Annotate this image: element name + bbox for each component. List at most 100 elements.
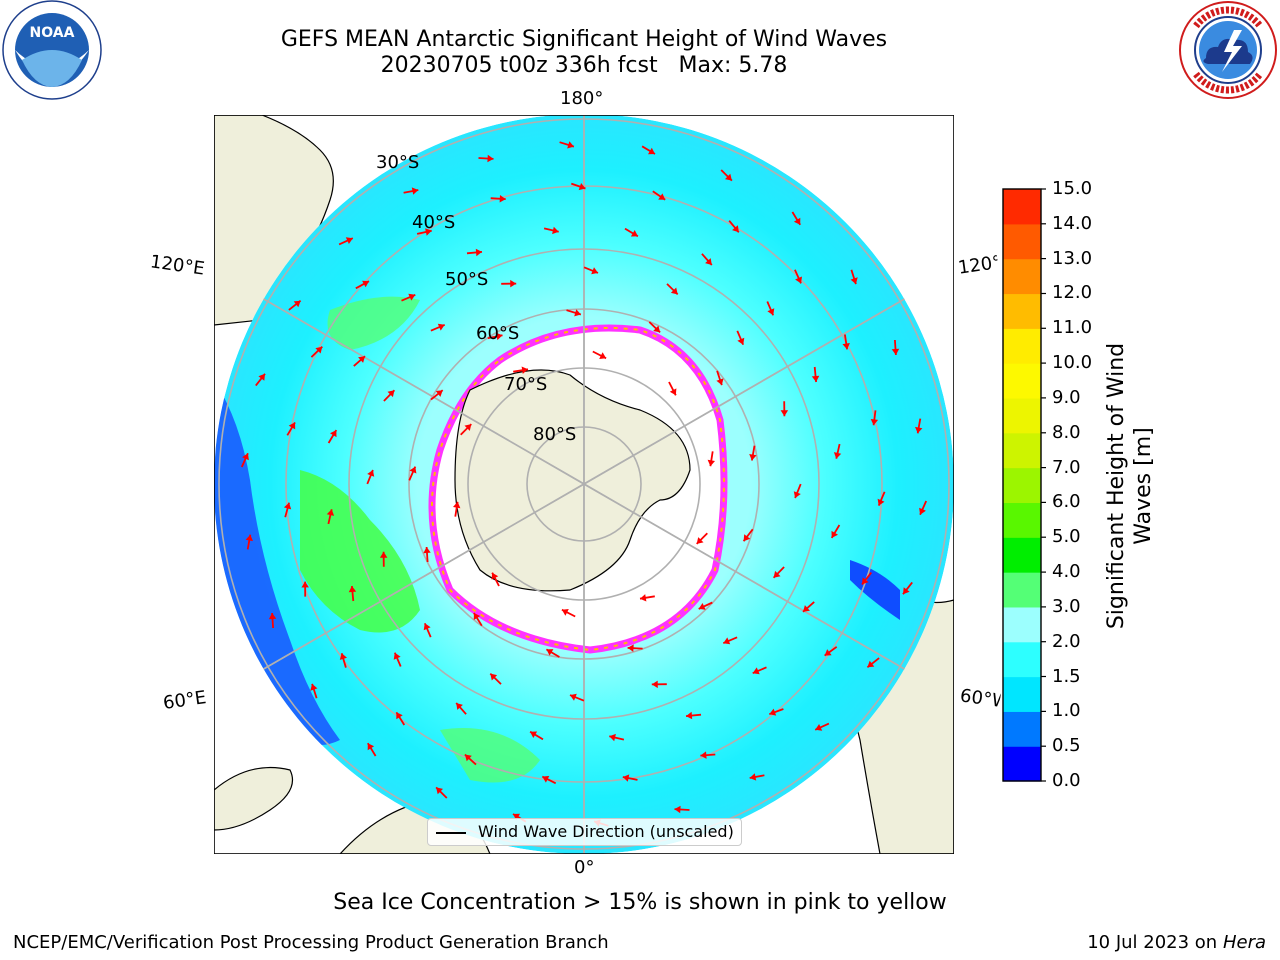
lon-label-bottom: 0°: [574, 857, 595, 878]
colorbar-segment: [1003, 537, 1041, 573]
wind-wave-arrow-head: [811, 375, 820, 382]
wind-wave-arrow-head: [283, 502, 292, 510]
colorbar-tick-label: 0.5: [1052, 735, 1081, 757]
wind-wave-arrow-head: [258, 373, 265, 381]
wind-wave-arrow-head: [435, 390, 443, 397]
wind-wave-arrow-head: [315, 346, 323, 354]
wind-wave-arrow-head: [862, 577, 869, 585]
wind-wave-arrow-head: [591, 267, 598, 275]
wind-wave-arrow-head: [423, 623, 431, 631]
lat-label-30: 30°S: [376, 152, 420, 173]
wind-wave-arrow-head: [831, 530, 838, 538]
colorbar-segment: [1003, 293, 1041, 329]
moderate-wave-region-south: [440, 728, 540, 783]
graticule: [214, 115, 954, 854]
wind-wave-arrow-head: [362, 280, 369, 288]
wind-wave-arrow-head: [499, 195, 506, 203]
wind-wave-arrow-head: [409, 466, 417, 474]
wind-wave-arrow-head: [567, 141, 574, 149]
lat-label-60: 60°S: [476, 323, 520, 344]
madagascar-land: [214, 766, 294, 831]
wind-wave-arrow-head: [700, 751, 707, 759]
wind-wave-arrow-head: [737, 337, 745, 345]
wind-wave-arrow-head: [599, 352, 607, 359]
wind-wave-arrow-head: [803, 605, 810, 612]
wind-wave-arrow-head: [725, 173, 732, 181]
wind-wave-arrow-head: [867, 660, 875, 668]
colorbar-frame: [1002, 188, 1042, 782]
wind-wave-arrow-head: [669, 388, 677, 396]
wind-wave-arrow-head: [358, 356, 365, 363]
wind-wave-arrow-head: [510, 279, 517, 288]
colorbar-segment: [1003, 223, 1041, 260]
colorbar-segment: [1003, 641, 1041, 678]
wind-wave-arrow-head: [915, 426, 923, 434]
wind-wave-arrow-head: [651, 680, 658, 689]
wind-wave-arrow-head: [903, 587, 910, 595]
wind-wave-arrow-head: [561, 609, 569, 616]
wind-wave-arrow-head: [653, 325, 661, 333]
wind-wave-arrow-head: [242, 453, 249, 461]
wind-wave-arrow-head: [339, 653, 347, 660]
colorbar-tick-label: 6.0: [1052, 491, 1081, 513]
wind-wave-arrow-head: [345, 237, 353, 244]
wind-wave-arrow-head: [658, 193, 666, 200]
wind-wave-arrow-head: [268, 613, 277, 620]
low-wave-region-east: [850, 560, 900, 620]
colorbar-segment: [1003, 606, 1041, 643]
map-legend: Wind Wave Direction (unscaled): [427, 818, 742, 846]
colorbar-tick-label: 8.0: [1052, 421, 1081, 443]
wind-wave-arrow-head: [793, 491, 801, 498]
sea-ice-note: Sea Ice Concentration > 15% is shown in …: [333, 890, 947, 915]
wind-wave-arrow-head: [393, 652, 401, 660]
wind-wave-arrow-head: [723, 637, 731, 645]
colorbar-segment: [1003, 711, 1041, 747]
legend-line-swatch: [436, 832, 466, 834]
colorbar-label: Significant Height of Wind Waves [m]: [1103, 316, 1157, 656]
wind-wave-arrow-head: [301, 581, 309, 588]
wind-wave-arrow-head: [475, 248, 482, 257]
wind-wave-arrow-head: [310, 683, 318, 691]
colorbar-tick-label: 1.5: [1052, 665, 1081, 687]
chart-title: GEFS MEAN Antarctic Significant Height o…: [280, 27, 888, 52]
wind-wave-arrow-head: [367, 470, 375, 477]
wind-wave-arrow-head: [609, 733, 616, 742]
sea-ice-yellow-edge: [431, 327, 725, 652]
meridian-line: [214, 483, 585, 745]
wind-wave-arrow-head: [326, 509, 335, 516]
lat-label-80: 80°S: [533, 424, 577, 445]
meridian-line: [583, 483, 954, 745]
colorbar-tick-label: 2.0: [1052, 630, 1081, 652]
wind-wave-arrow-head: [769, 708, 777, 716]
wind-wave-arrow-head: [348, 586, 357, 593]
footer-machine: Hera: [1222, 932, 1266, 953]
colorbar-tick-label: 5.0: [1052, 526, 1081, 548]
wind-wave-arrow-head: [648, 147, 655, 155]
noaa-logo: NOAA: [2, 0, 102, 100]
wind-wave-arrow-head: [696, 537, 704, 544]
high-wave-region: [300, 470, 420, 633]
wind-wave-arrow-head: [749, 454, 757, 461]
colorbar-segment: [1003, 328, 1041, 364]
wind-wave-arrow-head: [627, 644, 634, 652]
wind-wave-arrow-head: [464, 754, 472, 762]
wind-wave-arrow-head: [379, 551, 388, 558]
wind-wave-arrow-head: [546, 649, 554, 656]
colorbar-segment: [1003, 189, 1041, 225]
wind-wave-arrow-head: [578, 183, 586, 191]
wind-wave-arrow-head: [670, 287, 678, 295]
wind-wave-arrow-head: [367, 743, 375, 751]
wind-wave-arrow-head: [773, 570, 781, 578]
lat-label-40: 40°S: [412, 212, 456, 233]
colorbar-label-line1: Significant Height of Wind: [1104, 342, 1129, 630]
wind-wave-arrow-head: [456, 703, 463, 710]
footer-credit: NCEP/EMC/Verification Post Processing Pr…: [13, 932, 609, 953]
colorbar-tick-label: 0.0: [1052, 770, 1081, 791]
colorbar-tick-label: 3.0: [1052, 595, 1081, 617]
wind-wave-arrow-head: [793, 217, 801, 225]
wind-wave-arrow-head: [795, 276, 802, 284]
wind-wave-arrow-head: [490, 673, 498, 681]
wind-wave-arrow-head: [842, 343, 850, 350]
wind-wave-arrow-head: [521, 366, 528, 374]
